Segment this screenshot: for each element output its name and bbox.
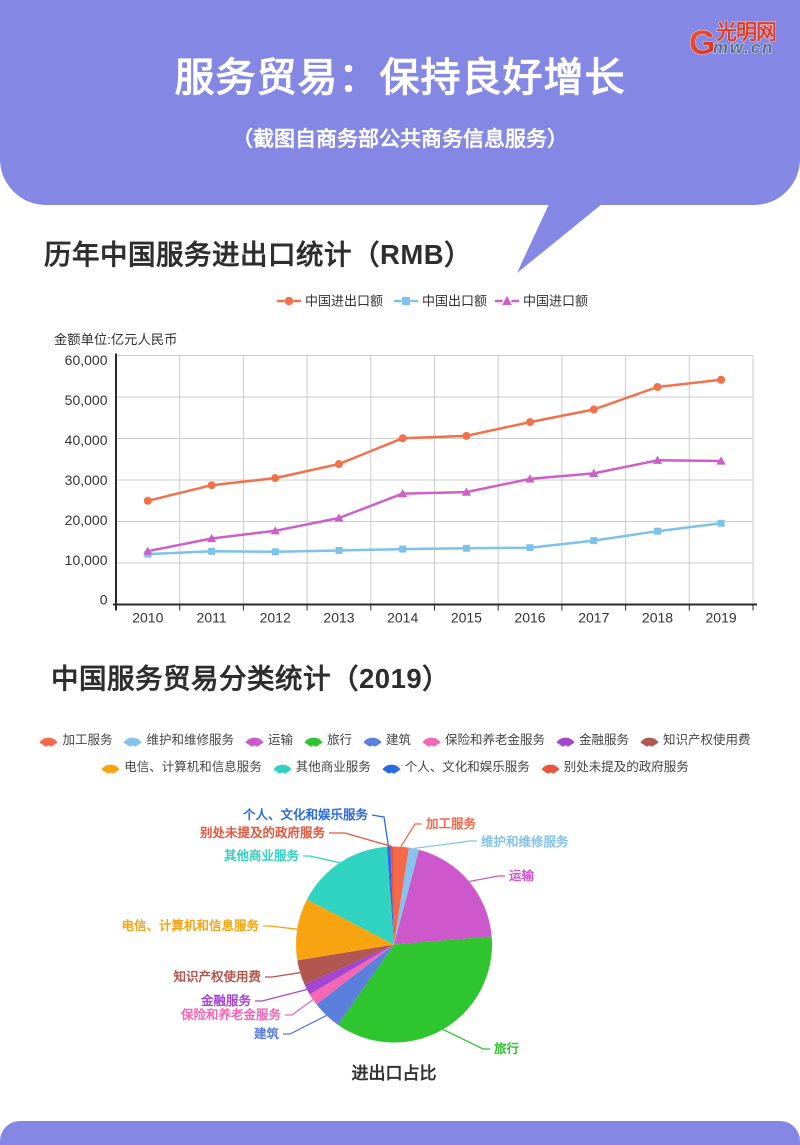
svg-text:10,000: 10,000 [65, 552, 108, 568]
svg-text:加工服务: 加工服务 [425, 816, 477, 831]
svg-text:2010: 2010 [132, 610, 163, 626]
svg-text:2017: 2017 [578, 610, 609, 626]
svg-text:知识产权使用费: 知识产权使用费 [172, 969, 261, 984]
svg-text:0: 0 [100, 592, 108, 608]
svg-text:进出口占比: 进出口占比 [352, 1063, 437, 1083]
svg-text:2013: 2013 [323, 610, 354, 626]
svg-text:运输: 运输 [509, 868, 535, 883]
svg-text:旅行: 旅行 [493, 1041, 520, 1056]
svg-text:20,000: 20,000 [65, 512, 108, 528]
svg-text:建筑: 建筑 [254, 1026, 280, 1041]
svg-text:中国进出口额: 中国进出口额 [305, 294, 383, 309]
svg-text:电信、计算机和信息服务: 电信、计算机和信息服务 [121, 918, 259, 933]
svg-text:2012: 2012 [260, 610, 291, 626]
svg-text:金额单位:亿元人民币: 金额单位:亿元人民币 [54, 332, 177, 347]
svg-text:个人、文化和娱乐服务: 个人、文化和娱乐服务 [242, 807, 369, 822]
svg-text:维护和维修服务: 维护和维修服务 [481, 834, 569, 849]
svg-text:2018: 2018 [642, 610, 673, 626]
svg-text:其他商业服务: 其他商业服务 [224, 848, 300, 863]
svg-text:2014: 2014 [387, 610, 418, 626]
svg-text:金融服务: 金融服务 [200, 993, 252, 1008]
svg-text:2016: 2016 [514, 610, 545, 626]
svg-text:30,000: 30,000 [65, 472, 108, 488]
svg-text:光明网: 光明网 [715, 21, 776, 44]
svg-text:mw.cn: mw.cn [713, 38, 774, 57]
svg-text:2019: 2019 [706, 610, 737, 626]
svg-text:中国出口额: 中国出口额 [422, 294, 487, 309]
svg-text:50,000: 50,000 [65, 392, 108, 408]
svg-text:保险和养老金服务: 保险和养老金服务 [180, 1007, 282, 1022]
svg-text:60,000: 60,000 [65, 352, 108, 368]
svg-text:G: G [689, 24, 715, 62]
svg-text:40,000: 40,000 [65, 432, 108, 448]
svg-text:中国进口额: 中国进口额 [523, 294, 588, 309]
svg-text:别处未提及的政府服务: 别处未提及的政府服务 [199, 825, 326, 840]
svg-text:2015: 2015 [451, 610, 482, 626]
svg-text:2011: 2011 [197, 610, 227, 626]
